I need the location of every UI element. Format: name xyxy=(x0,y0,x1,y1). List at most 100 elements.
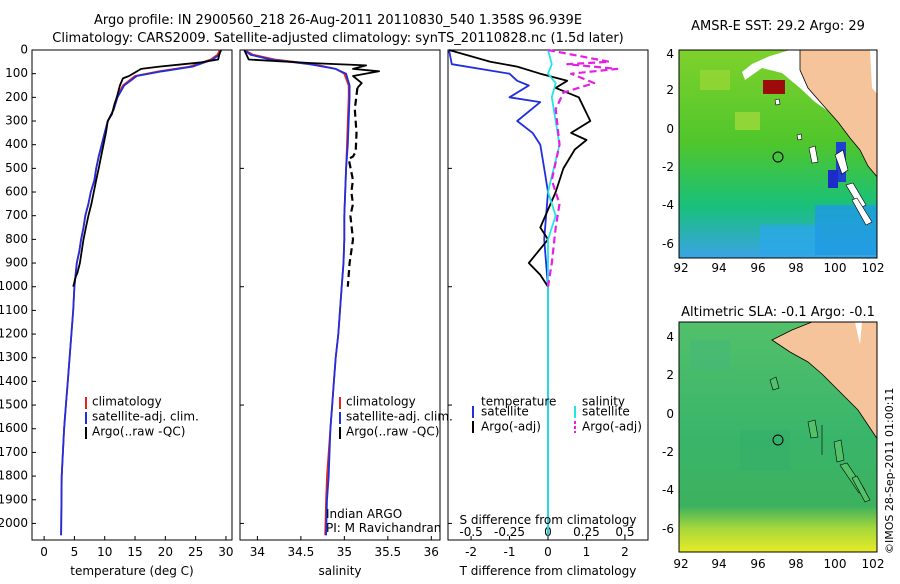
x-tick-label: 35 xyxy=(337,545,352,559)
island xyxy=(808,145,819,164)
x-tick-label: -1 xyxy=(504,545,516,559)
x-tick-label: 1 xyxy=(583,545,591,559)
legend-label-climatology: climatology xyxy=(92,395,162,409)
y-tick-label: 700 xyxy=(5,208,28,222)
sla-patch xyxy=(690,340,730,370)
temperature-panel-frame xyxy=(31,49,233,541)
sst-lon-tick: 94 xyxy=(711,261,726,275)
sst-lon-tick: 98 xyxy=(788,261,803,275)
legend-label-t-satellite: satellite xyxy=(481,405,529,419)
y-tick-label: 1100 xyxy=(0,303,28,317)
y-tick-label: 1500 xyxy=(0,398,28,412)
sst-lat-tick: 2 xyxy=(666,83,674,97)
x-tick-label: 34 xyxy=(250,545,265,559)
argo-location-marker xyxy=(772,151,784,163)
x-tick-label: 36 xyxy=(424,545,439,559)
sla-lat-tick: -6 xyxy=(662,522,674,536)
annotation-indian-argo: Indian ARGO xyxy=(326,507,402,521)
island xyxy=(774,98,781,106)
sla-lat-tick: -2 xyxy=(662,445,674,459)
salinity-legend: climatology satellite-adj. clim. Argo(..… xyxy=(326,395,453,536)
series-line-black xyxy=(448,49,592,288)
sumatra-land xyxy=(771,322,877,440)
sst-lon-tick: 96 xyxy=(750,261,765,275)
series-line-red xyxy=(243,49,350,536)
series-line-magenta-dashed xyxy=(546,48,619,287)
difference-profile-plot: -2 -1 0 1 2-0.5 -0.25 0 0.25 0.5 xyxy=(448,48,634,559)
y-tick-label: 1300 xyxy=(0,350,28,364)
y-tick-label: 900 xyxy=(5,256,28,270)
x-tick-label: 5 xyxy=(71,545,79,559)
legend-label-satellite: satellite-adj. clim. xyxy=(346,410,453,424)
legend-label-s-argo: Argo(-adj) xyxy=(582,420,642,434)
sla-lat-tick: 0 xyxy=(666,407,674,421)
island xyxy=(807,419,819,439)
x-tick-label: 35.5 xyxy=(374,545,401,559)
sla-lat-tick: 2 xyxy=(666,368,674,382)
series-line-cyan xyxy=(547,49,561,536)
salinity-panel-frame xyxy=(239,49,441,541)
temperature-profile-plot: 0 5 10 15 20 25 300100200300400500600700800900… xyxy=(0,43,234,560)
sst-lon-tick: 102 xyxy=(862,261,885,275)
y-tick-label: 1700 xyxy=(0,445,28,459)
sla-lon-tick: 92 xyxy=(673,557,688,571)
legend-label-t-argo: Argo(-adj) xyxy=(481,420,541,434)
sla-lon-tick: 94 xyxy=(711,557,726,571)
sst-cool-patch xyxy=(815,205,877,255)
x-tick-label: 25 xyxy=(188,545,203,559)
island xyxy=(851,197,873,226)
y-tick-label: 1000 xyxy=(0,279,28,293)
sla-map-title: Altimetric SLA: -0.1 Argo: -0.1 xyxy=(681,305,875,320)
legend-label-climatology: climatology xyxy=(346,395,416,409)
y-tick-label: 2000 xyxy=(0,516,28,530)
y-tick-label: 100 xyxy=(5,66,28,80)
y-tick-label: 600 xyxy=(5,185,28,199)
y-tick-label: 300 xyxy=(5,114,28,128)
y-tick-label: 1800 xyxy=(0,469,28,483)
island xyxy=(769,376,780,391)
sst-lon-tick: 100 xyxy=(824,261,847,275)
legend-label-argo: Argo(..raw -QC) xyxy=(92,425,185,439)
argo-location-marker xyxy=(772,434,784,446)
salinity-profile-plot: 34 34.5 35 35.5 36 xyxy=(240,49,439,559)
series-line-red xyxy=(60,49,221,536)
imos-credit: ©IMOS 28-Sep-2011 01:00:11 xyxy=(883,388,896,554)
land-edge xyxy=(855,322,862,345)
legend-header-temperature: temperature xyxy=(481,395,556,409)
difference-legend: temperature salinity satellite Argo(-adj… xyxy=(472,395,642,434)
sst-lat-tick: 0 xyxy=(666,122,674,136)
top-axis-tick-label: -0.5 xyxy=(459,525,482,539)
sst-lat-tick: -4 xyxy=(662,198,674,212)
y-tick-label: 800 xyxy=(5,232,28,246)
sla-patch xyxy=(740,430,790,470)
sst-lon-tick: 92 xyxy=(673,261,688,275)
sst-lat-tick: 4 xyxy=(666,47,674,61)
island xyxy=(796,133,803,141)
sst-map-field xyxy=(679,50,877,258)
top-axis-tick-label: 0.5 xyxy=(615,525,634,539)
x-tick-label: 34.5 xyxy=(288,545,315,559)
legend-header-salinity: salinity xyxy=(582,395,625,409)
sst-map-frame xyxy=(678,49,878,259)
sla-lat-tick: 4 xyxy=(666,330,674,344)
sla-map-axes: 92 94 96 98 100 102 4 2 0 -2 -4 -6 xyxy=(662,330,884,571)
series-line-black xyxy=(243,49,381,89)
land-edge xyxy=(870,50,877,94)
y-tick-label: 500 xyxy=(5,161,28,175)
sla-lon-tick: 102 xyxy=(862,557,885,571)
sst-cool-patch xyxy=(760,225,820,255)
x-tick-label: 2 xyxy=(621,545,629,559)
sla-map-field xyxy=(679,322,877,552)
x-tick-label: 0 xyxy=(544,545,552,559)
sla-map-frame xyxy=(678,321,878,553)
y-tick-label: 1400 xyxy=(0,374,28,388)
sst-patch xyxy=(700,70,730,90)
sst-cool-patch xyxy=(828,170,838,188)
x-tick-label: 20 xyxy=(158,545,173,559)
legend-label-argo: Argo(..raw -QC) xyxy=(346,425,439,439)
sst-patch xyxy=(735,112,760,130)
series-line-black xyxy=(72,49,222,287)
sla-lon-tick: 100 xyxy=(824,557,847,571)
salinity-x-label: salinity xyxy=(318,564,361,578)
